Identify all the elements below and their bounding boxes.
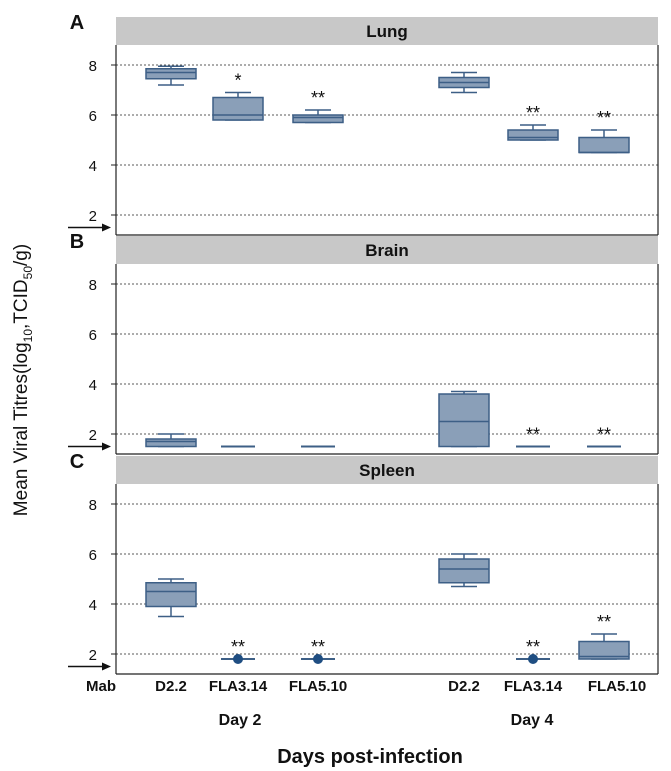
- box-d2-2: [145, 433, 197, 448]
- data-point: [233, 654, 243, 664]
- significance-marker: **: [311, 637, 325, 657]
- detection-limit-arrowhead: [102, 662, 111, 671]
- y-axis-title: Mean Viral Titres(log10,TCID50/g): [11, 244, 35, 516]
- box-fla5-10: **: [301, 637, 335, 664]
- box-fla3-14: **: [516, 637, 550, 664]
- box-iqr: [145, 582, 197, 608]
- group-label-fla5-10-day2: FLA5.10: [289, 678, 347, 695]
- y-tick-label: 2: [89, 427, 97, 444]
- box-iqr: [438, 558, 490, 584]
- box-d2-2: [438, 553, 490, 588]
- group-label-d2-2-day4: D2.2: [448, 678, 480, 695]
- y-tick-label: 4: [89, 377, 97, 394]
- box-fla3-14: **: [507, 103, 559, 141]
- significance-marker: **: [597, 612, 611, 632]
- box-d2-2: [145, 65, 197, 86]
- panel-letter: A: [70, 12, 84, 34]
- y-tick-label: 8: [89, 277, 97, 294]
- box-d2-2: [438, 390, 490, 448]
- significance-marker: **: [311, 88, 325, 108]
- panel-c: Spleen C 2 4 6 8 ** ** ** **: [68, 451, 659, 675]
- day-label-4: Day 4: [511, 712, 554, 729]
- panel-header: [116, 456, 658, 484]
- y-tick-label: 6: [89, 327, 97, 344]
- significance-marker: **: [526, 637, 540, 657]
- y-tick-label: 4: [89, 597, 97, 614]
- day-label-2: Day 2: [219, 712, 262, 729]
- panel-header: [116, 236, 658, 264]
- group-label-fla3-14-day2: FLA3.14: [209, 678, 268, 695]
- significance-marker: **: [526, 425, 540, 445]
- panel-header: [116, 17, 658, 45]
- box-iqr: [578, 640, 630, 660]
- y-tick-label: 6: [89, 108, 97, 125]
- significance-marker: *: [234, 71, 241, 91]
- y-tick-label: 6: [89, 547, 97, 564]
- data-point: [313, 654, 323, 664]
- y-tick-label: 4: [89, 158, 97, 175]
- detection-limit-arrowhead: [102, 442, 111, 451]
- box-fla5-10: **: [578, 612, 630, 660]
- box-iqr: [292, 114, 344, 124]
- mab-label: Mab: [86, 678, 116, 695]
- y-tick-label: 2: [89, 647, 97, 664]
- box-d2-2: [145, 578, 197, 618]
- y-tick-label: 2: [89, 208, 97, 225]
- box-d2-2: [438, 71, 490, 94]
- box-fla3-14: **: [516, 425, 550, 448]
- box-fla5-10: **: [292, 88, 344, 124]
- data-point: [528, 654, 538, 664]
- significance-marker: **: [231, 637, 245, 657]
- box-fla3-14: *: [212, 71, 264, 121]
- panel-title: Lung: [366, 22, 408, 41]
- box-iqr: [212, 96, 264, 121]
- group-label-d2-2-day2: D2.2: [155, 678, 187, 695]
- box-iqr: [145, 68, 197, 80]
- panel-b: Brain B 2 4 6 8 ** **: [68, 231, 659, 455]
- group-label-fla5-10-day4: FLA5.10: [588, 678, 646, 695]
- box-iqr: [438, 393, 490, 448]
- box-fla3-14: **: [221, 637, 255, 664]
- significance-marker: **: [526, 103, 540, 123]
- panel-letter: B: [70, 231, 84, 253]
- box-fla5-10: **: [578, 108, 630, 154]
- box-iqr: [145, 438, 197, 448]
- x-axis-title: Days post-infection: [277, 746, 463, 768]
- panel-title: Spleen: [359, 461, 415, 480]
- box-fla5-10: **: [587, 425, 621, 448]
- significance-marker: **: [597, 425, 611, 445]
- detection-limit-arrowhead: [102, 223, 111, 232]
- panel-letter: C: [70, 451, 84, 473]
- y-tick-label: 8: [89, 497, 97, 514]
- significance-marker: **: [597, 108, 611, 128]
- panel-title: Brain: [365, 241, 408, 260]
- group-label-fla3-14-day4: FLA3.14: [504, 678, 563, 695]
- y-tick-label: 8: [89, 58, 97, 75]
- box-iqr: [578, 136, 630, 154]
- box-iqr: [507, 129, 559, 141]
